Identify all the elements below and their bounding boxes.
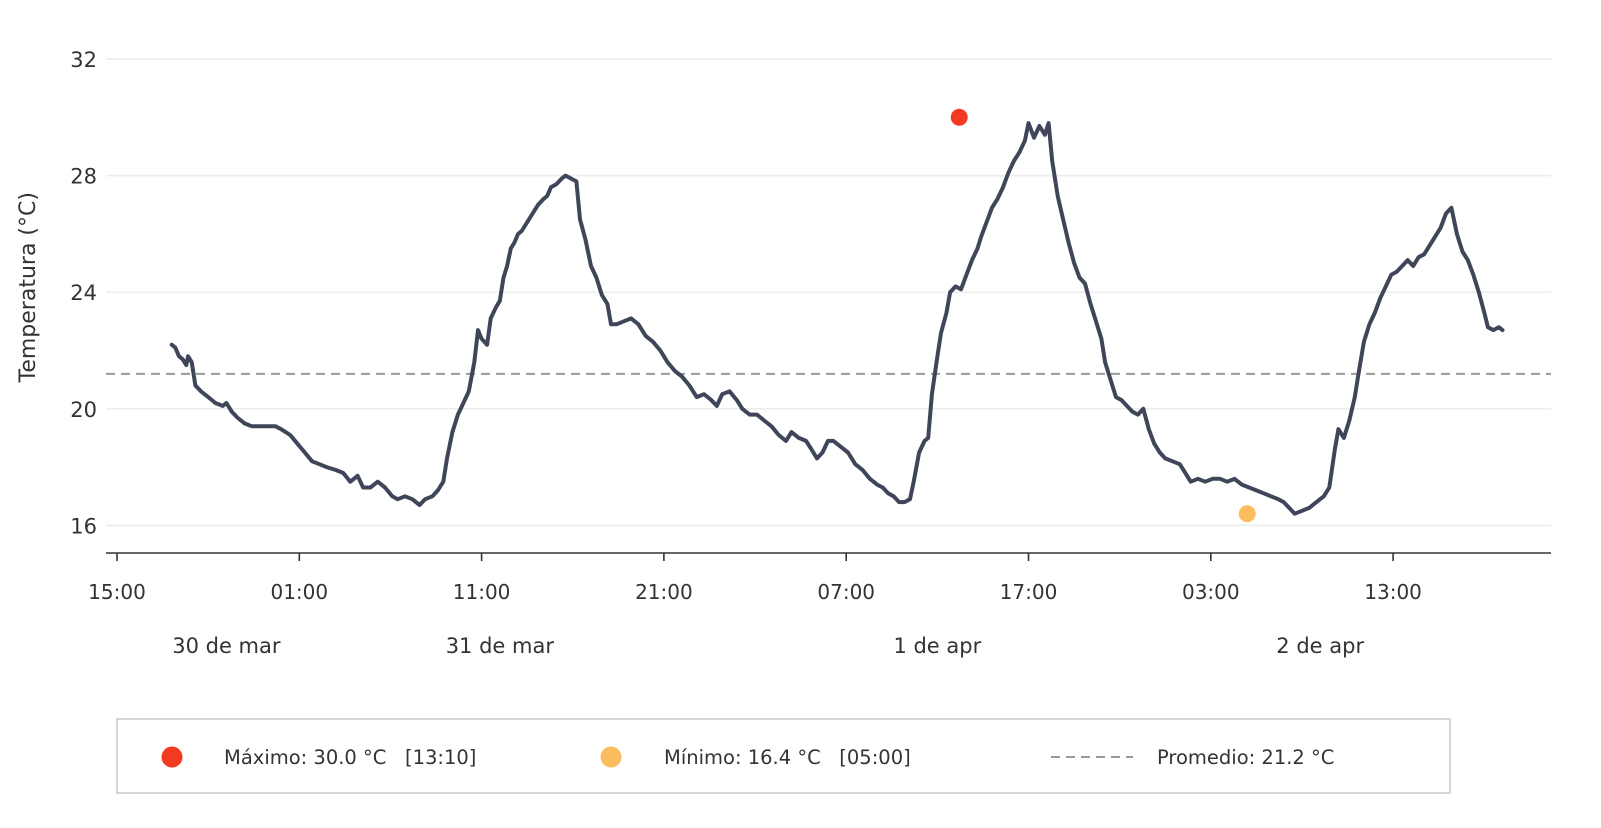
x-tick-label: 07:00 bbox=[817, 580, 875, 604]
x-tick-label: 03:00 bbox=[1182, 580, 1240, 604]
date-label: 1 de apr bbox=[893, 634, 981, 658]
x-tick-label: 11:00 bbox=[453, 580, 511, 604]
date-labels: 30 de mar 31 de mar 1 de apr 2 de apr bbox=[172, 634, 1364, 658]
legend-dot bbox=[161, 746, 183, 768]
y-tick-label: 32 bbox=[70, 48, 97, 72]
x-tick-label: 13:00 bbox=[1364, 580, 1422, 604]
x-tick-label: 15:00 bbox=[88, 580, 146, 604]
legend-label: Máximo: 30.0 °C [13:10] bbox=[224, 746, 476, 769]
grid-lines bbox=[106, 58, 1551, 527]
temperature-series-line bbox=[169, 121, 1505, 516]
x-tick-label: 17:00 bbox=[1000, 580, 1058, 604]
legend-label: Promedio: 21.2 °C bbox=[1157, 746, 1334, 769]
x-tick-label: 01:00 bbox=[270, 580, 328, 604]
y-tick-label: 28 bbox=[70, 165, 97, 189]
date-label: 30 de mar bbox=[172, 634, 281, 658]
min-marker bbox=[1238, 505, 1256, 523]
y-axis-title: Temperatura (°C) bbox=[16, 192, 41, 383]
extreme-markers bbox=[950, 108, 1256, 523]
y-tick-label: 24 bbox=[70, 281, 97, 305]
x-tick-label: 21:00 bbox=[635, 580, 693, 604]
y-axis: 16 20 24 28 32 bbox=[70, 48, 97, 538]
y-tick-label: 16 bbox=[70, 514, 97, 538]
legend-box bbox=[116, 718, 1451, 794]
date-label: 2 de apr bbox=[1276, 634, 1364, 658]
legend-label: Mínimo: 16.4 °C [05:00] bbox=[664, 746, 911, 769]
max-marker bbox=[950, 108, 968, 126]
legend-dot bbox=[600, 746, 622, 768]
date-label: 31 de mar bbox=[446, 634, 555, 658]
y-tick-label: 20 bbox=[70, 398, 97, 422]
x-axis: 15:00 01:00 11:00 21:00 07:00 17:00 03:00 13:00 bbox=[88, 553, 1422, 604]
legend: Máximo: 30.0 °C [13:10] Mínimo: 16.4 °C [… bbox=[116, 718, 1451, 794]
